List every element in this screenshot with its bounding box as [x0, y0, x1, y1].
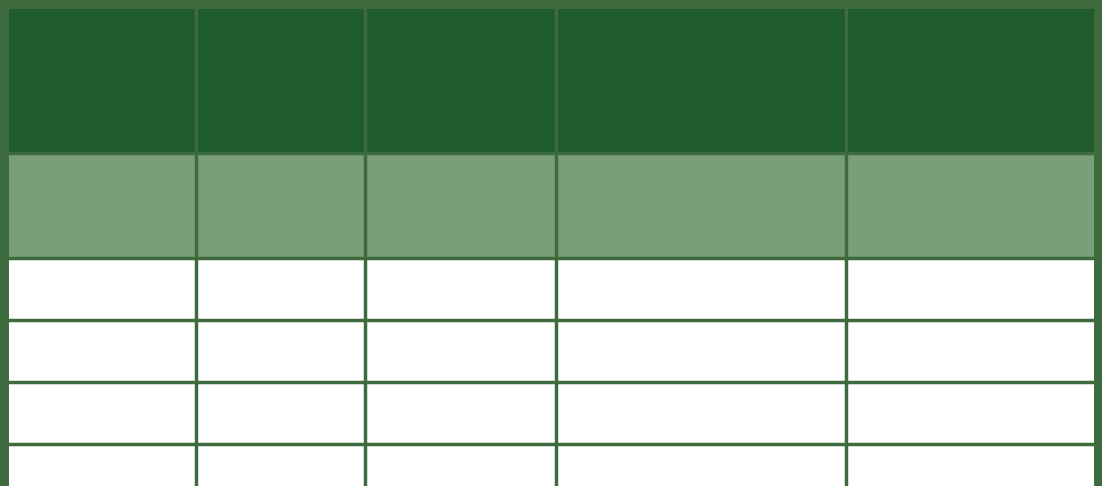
Text: 601-660: 601-660: [41, 400, 160, 426]
Text: 12.00%: 12.00%: [227, 462, 334, 486]
Text: $2,202: $2,202: [651, 276, 750, 302]
Text: $8,152: $8,152: [651, 462, 750, 486]
Text: $28,152: $28,152: [912, 462, 1030, 486]
Text: Monthly
Payment: Monthly Payment: [404, 181, 517, 230]
Text: $22,202: $22,202: [912, 276, 1030, 302]
Text: $391: $391: [425, 462, 497, 486]
Text: Total
Interest Paid: Total Interest Paid: [618, 181, 785, 230]
Text: 781-850: 781-850: [42, 276, 160, 302]
Text: $24,898: $24,898: [912, 400, 1030, 426]
Text: Average
APR: Average APR: [228, 181, 334, 230]
Text: 7.50%: 7.50%: [236, 400, 325, 426]
Text: 4.50%: 4.50%: [236, 338, 325, 364]
Text: $308: $308: [425, 276, 497, 302]
Text: 3.50%: 3.50%: [236, 276, 325, 302]
Text: $4,898: $4,898: [651, 400, 750, 426]
Text: $317: $317: [425, 338, 497, 364]
Text: FICO Score
Range: FICO Score Range: [30, 181, 171, 230]
Text: Typical Rates, Payments, and Interest for an $20,000 Auto
Loan Repaid Over 6 Yea: Typical Rates, Payments, and Interest fo…: [50, 46, 1052, 112]
Text: $22,858: $22,858: [912, 338, 1030, 364]
Text: 501-600: 501-600: [42, 462, 160, 486]
Text: $2,858: $2,858: [651, 338, 750, 364]
Text: Total Cost: Total Cost: [908, 194, 1035, 217]
Text: 661-780: 661-780: [42, 338, 160, 364]
Text: $346: $346: [425, 400, 497, 426]
